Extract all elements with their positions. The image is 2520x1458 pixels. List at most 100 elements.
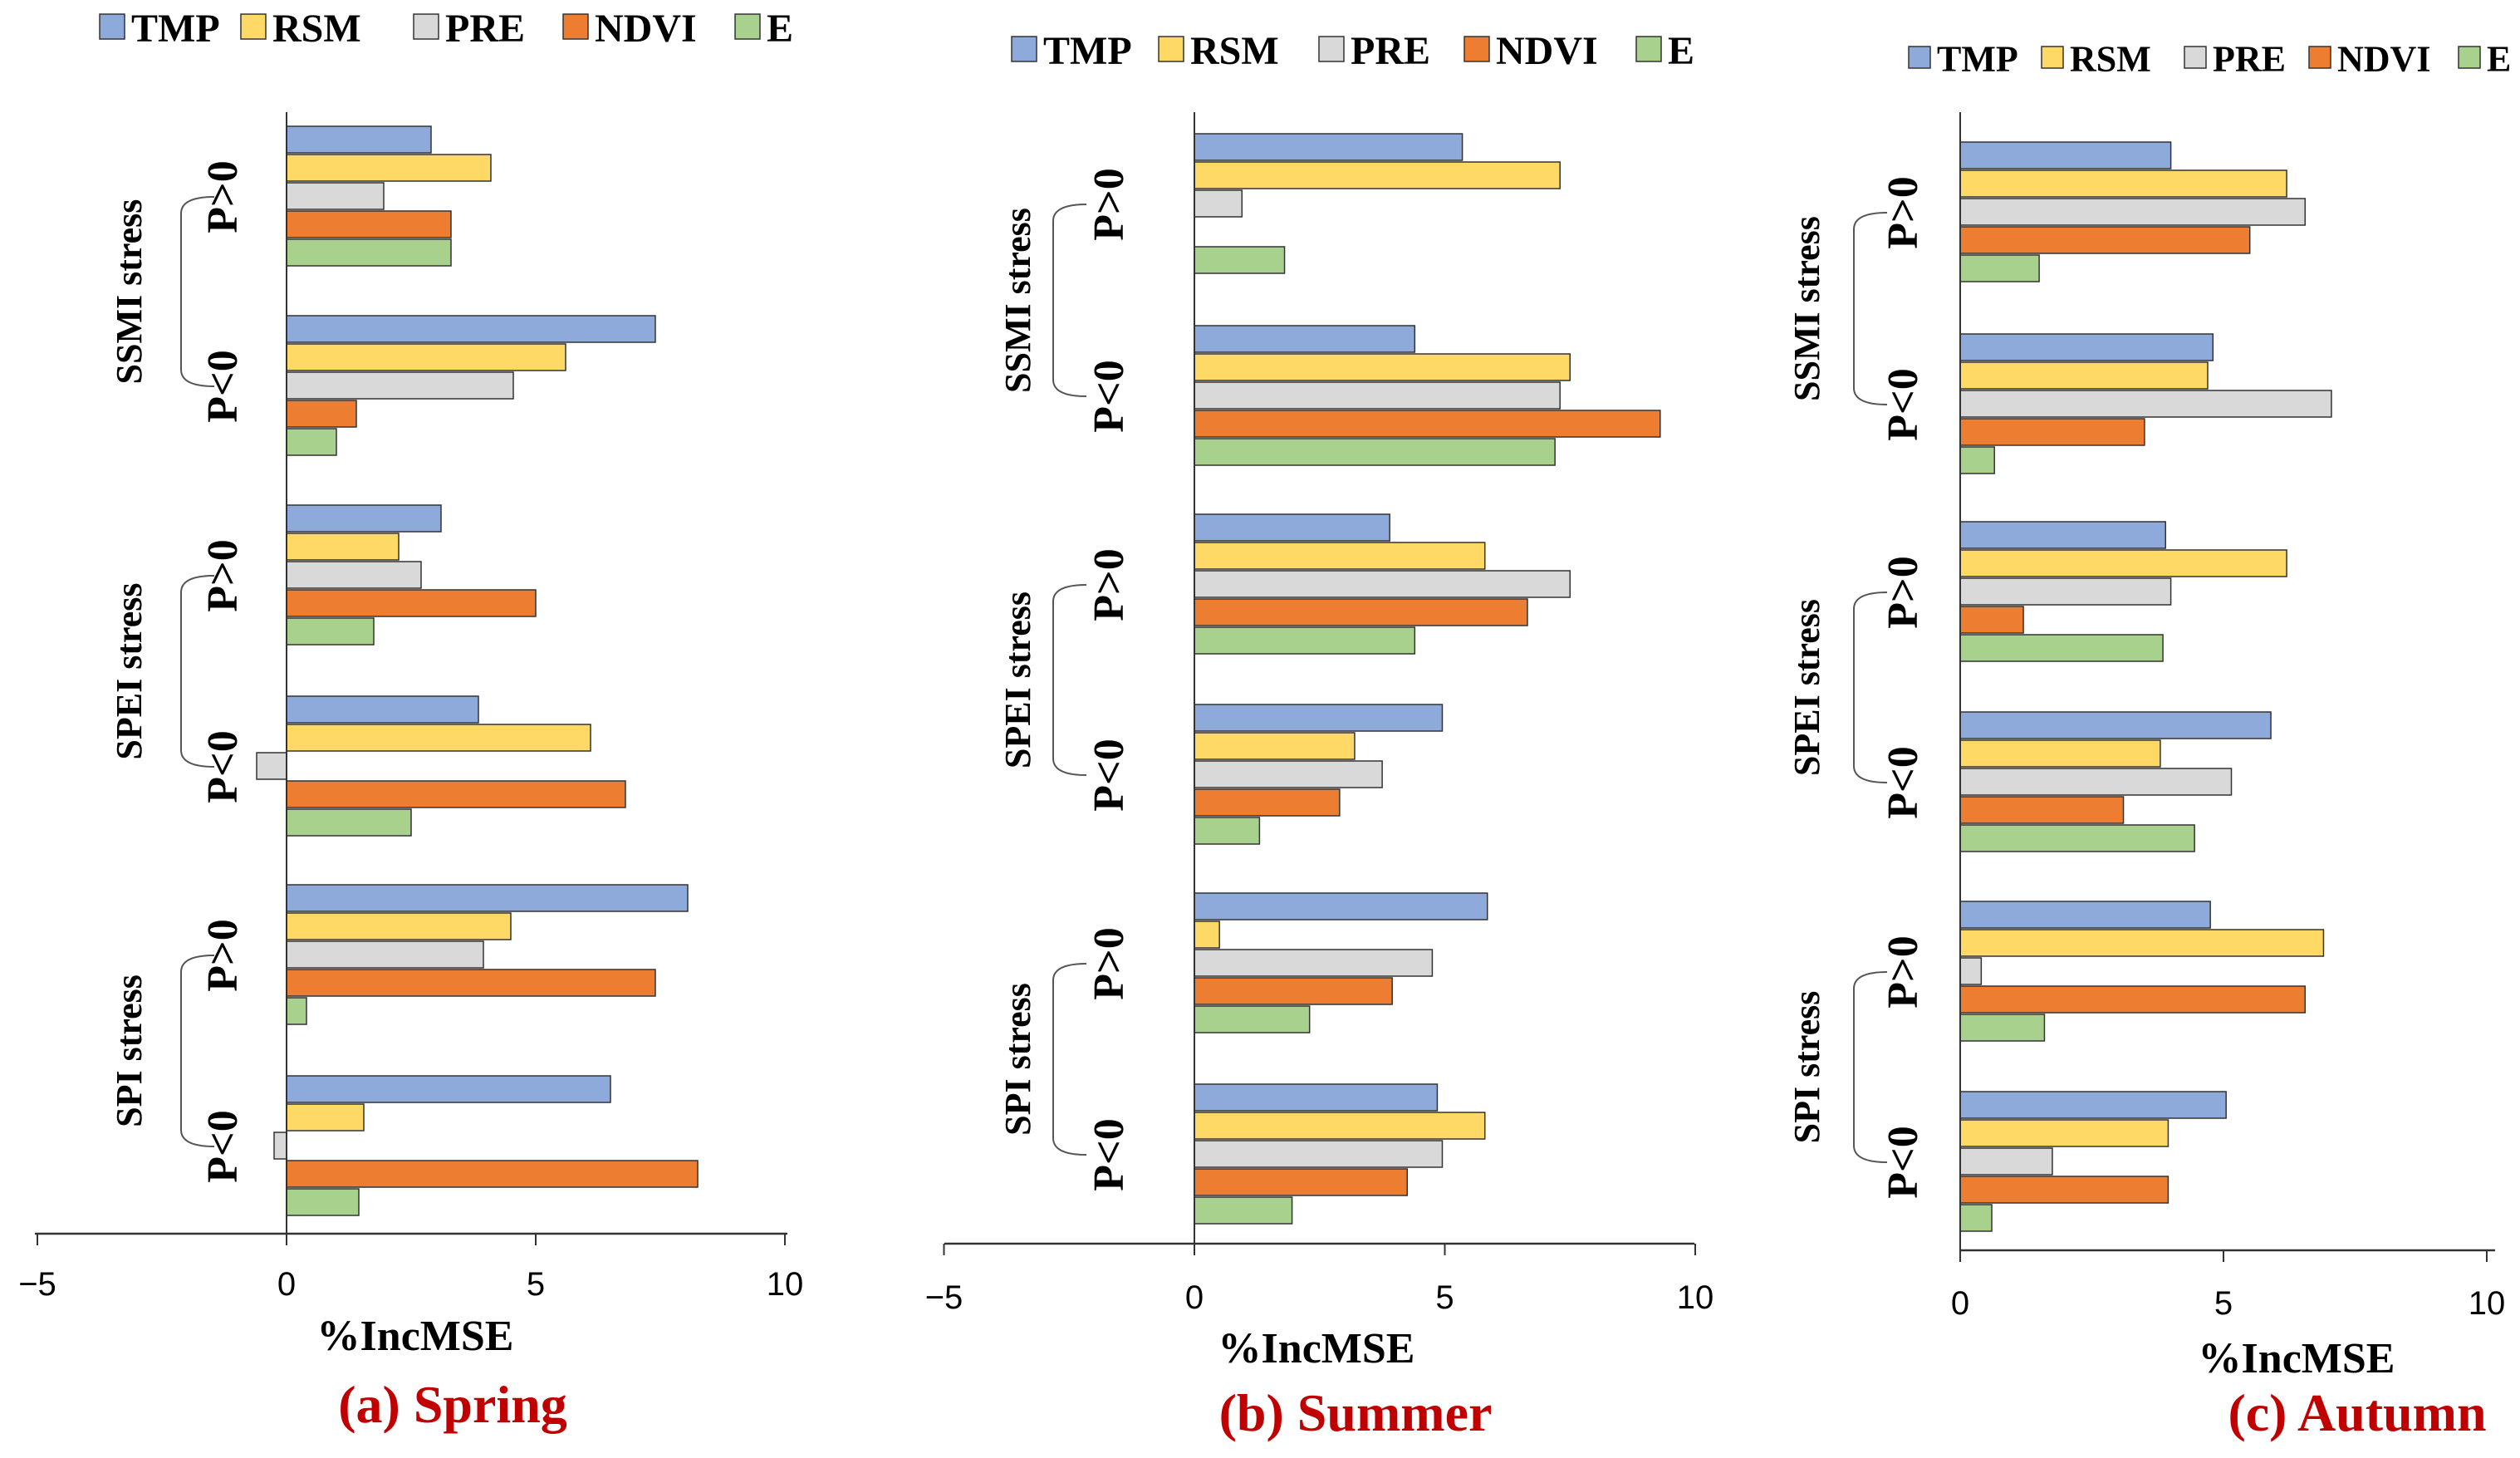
group-bracket [1052, 204, 1087, 397]
sub-label-p-pos: P>0 [1086, 168, 1133, 240]
bar-spei-p-pos-tmp [1194, 513, 1390, 542]
bar-spi-p-neg-e [1959, 1204, 1993, 1232]
sub-label-p-neg: P<0 [1086, 739, 1133, 811]
group-label-spi: SPI stress [109, 974, 150, 1127]
group-label-ssmi: SSMI stress [109, 199, 150, 385]
sub-label-p-pos: P>0 [1086, 927, 1133, 999]
x-axis-title: %IncMSE [317, 1313, 514, 1360]
sub-label-p-neg: P<0 [1086, 360, 1133, 432]
legend-swatch-rsm [1158, 36, 1184, 62]
bar-ssmi-p-pos-tmp [1194, 133, 1463, 161]
group-label-spei: SPEI stress [109, 582, 150, 759]
bar-spei-p-pos-rsm [286, 533, 400, 561]
legend-label-e: E [2487, 39, 2511, 80]
group-bracket [1052, 963, 1087, 1156]
bar-spi-p-pos-e [286, 997, 307, 1025]
legend-swatch-ndvi [1463, 36, 1490, 62]
bar-spei-p-pos-ndvi [1959, 606, 2024, 634]
bar-ssmi-p-pos-e [1959, 254, 2040, 282]
bar-spi-p-pos-pre [286, 940, 484, 969]
legend-label-tmp: TMP [1937, 39, 2018, 80]
sub-label-p-pos: P>0 [1880, 176, 1927, 248]
legend-label-rsm: RSM [272, 7, 361, 51]
bar-spi-p-neg-tmp [1194, 1083, 1439, 1112]
legend-label-rsm: RSM [2070, 39, 2151, 80]
bar-ssmi-p-pos-pre [286, 182, 385, 210]
bar-spei-p-neg-pre [1959, 768, 2233, 796]
group-label-ssmi: SSMI stress [998, 208, 1038, 393]
legend-label-pre: PRE [1351, 29, 1430, 73]
x-axis-title: %IncMSE [1218, 1325, 1415, 1372]
bar-spi-p-neg-tmp [286, 1075, 611, 1103]
group-label-spei: SPEI stress [1787, 599, 1827, 776]
group-label-ssmi: SSMI stress [1787, 216, 1827, 401]
sub-label-p-neg: P<0 [1880, 368, 1927, 440]
bar-ssmi-p-pos-ndvi [1959, 226, 2251, 254]
legend-label-pre: PRE [445, 7, 525, 51]
bar-ssmi-p-pos-tmp [1959, 141, 2172, 169]
legend-swatch-tmp [1908, 46, 1931, 69]
bar-spei-p-pos-e [1959, 634, 2164, 662]
legend-label-e: E [767, 7, 793, 51]
legend-swatch-rsm [240, 13, 267, 40]
bar-spi-p-neg-ndvi [1959, 1176, 2169, 1204]
bar-spei-p-neg-tmp [1959, 711, 2272, 739]
group-bracket [180, 196, 215, 387]
bar-ssmi-p-neg-tmp [1959, 333, 2214, 361]
bar-ssmi-p-neg-rsm [1959, 361, 2209, 390]
legend-label-pre: PRE [2213, 39, 2286, 80]
bar-spei-p-pos-pre [1194, 570, 1571, 598]
bar-spi-p-neg-pre [273, 1132, 287, 1160]
x-tick-label: −5 [18, 1266, 56, 1303]
bar-ssmi-p-pos-rsm [286, 154, 492, 182]
bar-spei-p-pos-pre [1959, 577, 2172, 606]
legend-swatch-e [2458, 46, 2481, 69]
bar-spi-p-pos-pre [1194, 949, 1434, 977]
bar-spi-p-neg-ndvi [1194, 1168, 1409, 1196]
legend-label-tmp: TMP [131, 7, 220, 51]
bar-ssmi-p-pos-pre [1959, 198, 2307, 226]
bar-spei-p-neg-tmp [1194, 704, 1444, 732]
x-tick-label: 0 [1185, 1279, 1204, 1316]
x-tick-label: 10 [767, 1266, 804, 1303]
legend-label-e: E [1668, 29, 1694, 73]
group-bracket [1052, 584, 1087, 776]
bar-spi-p-neg-tmp [1959, 1091, 2227, 1119]
bar-ssmi-p-pos-rsm [1959, 169, 2287, 198]
legend-swatch-rsm [2041, 46, 2064, 69]
bar-ssmi-p-pos-e [286, 238, 452, 267]
x-tick-label: 5 [1435, 1279, 1454, 1316]
bar-spei-p-neg-ndvi [286, 780, 626, 808]
bar-spi-p-pos-ndvi [1194, 977, 1393, 1005]
panel-c: TMP RSM PRE NDVI E P>0 P<0 SSMI stress P>0 P<0 SPE… [1787, 39, 2511, 1442]
bar-spi-p-pos-pre [1959, 957, 1983, 985]
sub-label-p-pos: P>0 [1880, 556, 1927, 628]
group-label-spi: SPI stress [998, 983, 1038, 1136]
bar-spi-p-neg-ndvi [286, 1160, 699, 1188]
bar-spei-p-neg-ndvi [1959, 796, 2125, 824]
legend-swatch-pre [1318, 36, 1345, 62]
bar-spei-p-pos-ndvi [286, 589, 537, 617]
bar-spi-p-neg-rsm [286, 1103, 365, 1132]
legend-label-rsm: RSM [1190, 29, 1279, 73]
bar-spei-p-neg-pre [256, 752, 287, 780]
group-label-spei: SPEI stress [998, 592, 1038, 768]
bar-ssmi-p-neg-e [1959, 446, 1995, 474]
legend-swatch-e [734, 13, 761, 40]
x-tick-label: 0 [1951, 1285, 1969, 1322]
bar-ssmi-p-neg-tmp [1194, 325, 1416, 353]
bar-spei-p-pos-ndvi [1194, 598, 1528, 626]
bar-ssmi-p-neg-ndvi [1194, 410, 1661, 438]
bar-spi-p-pos-tmp [1194, 892, 1488, 920]
bar-spi-p-neg-pre [1959, 1147, 2053, 1176]
bar-spi-p-pos-tmp [1959, 901, 2211, 929]
bar-spei-p-neg-pre [1194, 760, 1383, 788]
bar-spei-p-neg-rsm [1194, 732, 1356, 760]
bar-spei-p-neg-ndvi [1194, 788, 1341, 817]
bar-ssmi-p-pos-e [1194, 246, 1286, 274]
x-tick-label: 0 [277, 1266, 296, 1303]
sub-label-p-pos: P>0 [1086, 548, 1133, 621]
bar-spi-p-neg-e [286, 1188, 360, 1216]
x-tick-label: 10 [2469, 1285, 2506, 1322]
